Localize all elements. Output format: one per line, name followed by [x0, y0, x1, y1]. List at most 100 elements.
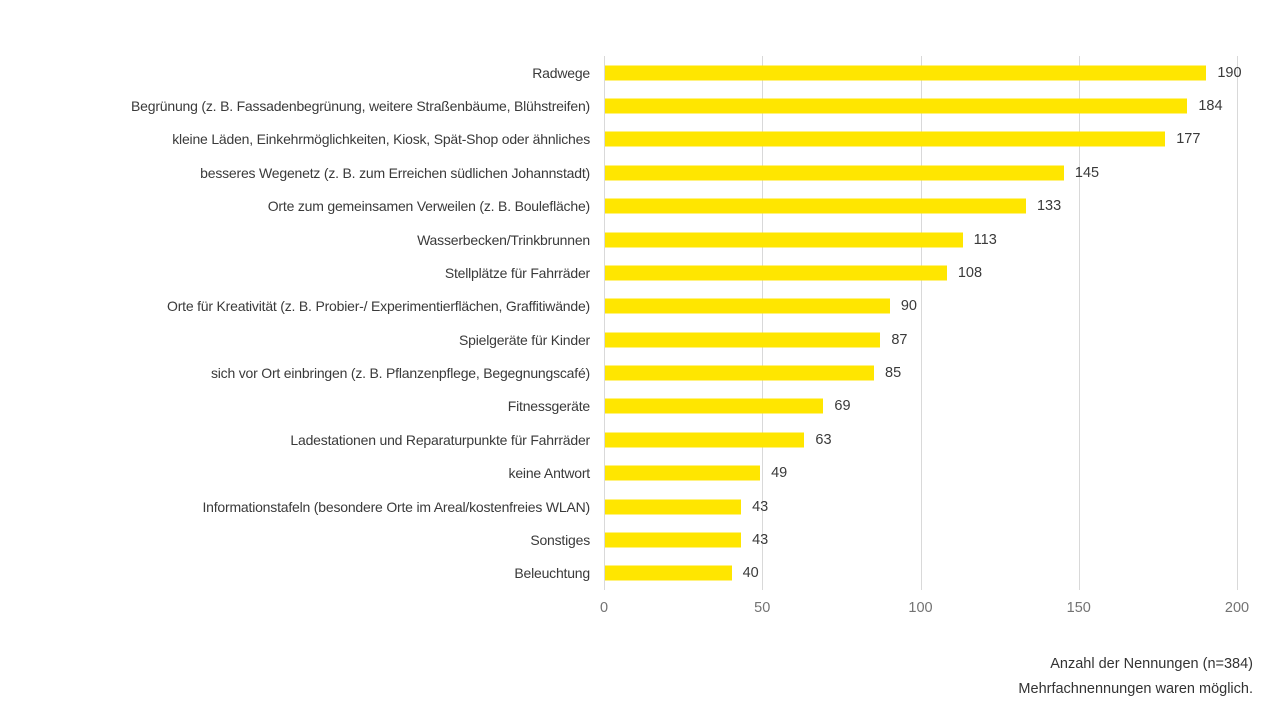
category-label-text: sich vor Ort einbringen (z. B. Pflanzenp… [210, 365, 590, 382]
value-label: 133 [1036, 198, 1062, 215]
bar-track: 190 [604, 56, 1280, 89]
category-label-text: Spielgeräte für Kinder [458, 331, 590, 348]
value-label: 85 [885, 365, 902, 382]
chart-gridlines [604, 56, 1238, 590]
value-label: 113 [973, 231, 997, 248]
x-axis: 0 50 100 150 200 [600, 600, 1249, 620]
category-label-text: Orte zum gemeinsamen Verweilen (z. B. Bo… [267, 198, 590, 215]
bar-track: 145 [604, 156, 1280, 189]
category-label: Fitnessgeräte [0, 398, 604, 414]
value-label: 190 [1217, 64, 1242, 81]
footnote-line-1: Anzahl der Nennungen (n=384) [1050, 656, 1253, 672]
bar-track: 63 [604, 423, 1280, 456]
value-label: 43 [752, 531, 769, 548]
category-label-text: Informationstafeln (besondere Orte im Ar… [202, 498, 590, 515]
category-label-text: besseres Wegenetz (z. B. zum Erreichen s… [200, 164, 590, 181]
bar [605, 499, 742, 515]
axis-line [604, 56, 605, 590]
category-label-text: Beleuchtung [514, 565, 590, 582]
chart-row: Wasserbecken/Trinkbrunnen 113 [0, 223, 1280, 256]
bar [605, 432, 805, 448]
bar-track: 177 [604, 123, 1280, 156]
value-label: 177 [1176, 131, 1201, 148]
chart-row: keine Antwort 49 [0, 457, 1280, 490]
gridline [1237, 56, 1238, 590]
bar-track: 108 [604, 256, 1280, 289]
bar-track: 69 [604, 390, 1280, 423]
value-label: 184 [1198, 98, 1223, 115]
x-tick-label: 100 [908, 600, 933, 616]
category-label: Ladestationen und Reparaturpunkte für Fa… [0, 432, 604, 448]
category-label: Orte zum gemeinsamen Verweilen (z. B. Bo… [0, 198, 604, 214]
category-label: Beleuchtung [0, 565, 604, 581]
category-label-text: kleine Läden, Einkehrmöglichkeiten, Kios… [172, 131, 590, 148]
category-label: Wasserbecken/Trinkbrunnen [0, 232, 604, 248]
chart-row: Begrünung (z. B. Fassadenbegrünung, weit… [0, 89, 1280, 122]
bar [605, 98, 1188, 114]
bar-track: 90 [604, 290, 1280, 323]
value-label: 49 [771, 465, 788, 482]
bar [605, 65, 1207, 81]
value-label: 145 [1074, 164, 1100, 181]
category-label-text: Radwege [532, 64, 590, 81]
chart-row: Ladestationen und Reparaturpunkte für Fa… [0, 423, 1280, 456]
category-label: Orte für Kreativität (z. B. Probier-/ Ex… [0, 298, 604, 314]
bar [605, 398, 824, 414]
value-label: 63 [815, 431, 832, 448]
chart-row: Fitnessgeräte 69 [0, 390, 1280, 423]
value-label: 90 [900, 298, 917, 315]
bar [605, 465, 761, 481]
bar-track: 87 [604, 323, 1280, 356]
chart-footnote: Anzahl der Nennungen (n=384) Mehrfachnen… [1018, 652, 1253, 702]
chart-row: Orte für Kreativität (z. B. Probier-/ Ex… [0, 290, 1280, 323]
footnote-line-2: Mehrfachnennungen waren möglich. [1018, 681, 1253, 697]
chart-plot-area: Radwege 190 Begrünung (z. B. Fassadenbegrü… [0, 56, 1280, 590]
gridline [1078, 56, 1080, 590]
category-label-text: Fitnessgeräte [507, 398, 590, 415]
bar-track: 133 [604, 190, 1280, 223]
bar-track: 85 [604, 356, 1280, 389]
category-label-text: Orte für Kreativität (z. B. Probier-/ Ex… [167, 298, 590, 315]
category-label: Begrünung (z. B. Fassadenbegrünung, weit… [0, 98, 604, 114]
value-label: 40 [742, 565, 759, 582]
category-label: Radwege [0, 65, 604, 81]
chart-row: Sonstiges 43 [0, 523, 1280, 556]
value-label: 87 [891, 331, 908, 348]
category-label-text: Stellplätze für Fahrräder [444, 264, 590, 281]
category-label: Informationstafeln (besondere Orte im Ar… [0, 499, 604, 515]
gridline [762, 56, 764, 590]
bar [605, 365, 875, 381]
value-label: 43 [752, 498, 769, 515]
bar [605, 232, 963, 248]
category-label: Stellplätze für Fahrräder [0, 265, 604, 281]
chart-row: Radwege 190 [0, 56, 1280, 89]
chart-row: besseres Wegenetz (z. B. zum Erreichen s… [0, 156, 1280, 189]
category-label-text: Sonstiges [530, 531, 590, 548]
category-label: keine Antwort [0, 465, 604, 481]
x-tick-label: 50 [754, 600, 771, 616]
bar [605, 532, 742, 548]
category-label-text: Ladestationen und Reparaturpunkte für Fa… [290, 431, 590, 448]
chart-row: Orte zum gemeinsamen Verweilen (z. B. Bo… [0, 190, 1280, 223]
bar-track: 43 [604, 523, 1280, 556]
chart-row: Stellplätze für Fahrräder 108 [0, 256, 1280, 289]
bar [605, 198, 1026, 214]
bar [605, 565, 732, 581]
bar-track: 40 [604, 557, 1280, 590]
x-tick-label: 0 [599, 600, 609, 616]
bar [605, 265, 947, 281]
value-label: 69 [834, 398, 851, 415]
chart-row: kleine Läden, Einkehrmöglichkeiten, Kios… [0, 123, 1280, 156]
bar-track: 43 [604, 490, 1280, 523]
bar-track: 49 [604, 457, 1280, 490]
category-label: Spielgeräte für Kinder [0, 332, 604, 348]
x-tick-label: 150 [1066, 600, 1091, 616]
chart-row: Informationstafeln (besondere Orte im Ar… [0, 490, 1280, 523]
bar [605, 298, 890, 314]
gridline [920, 56, 922, 590]
bar [605, 165, 1064, 181]
chart-row: sich vor Ort einbringen (z. B. Pflanzenp… [0, 356, 1280, 389]
category-label-text: Wasserbecken/Trinkbrunnen [417, 231, 590, 248]
x-tick-label: 200 [1224, 600, 1250, 616]
